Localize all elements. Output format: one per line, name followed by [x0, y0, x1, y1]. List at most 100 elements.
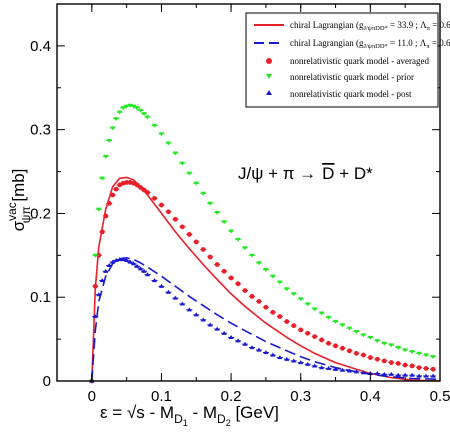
series-4-point [151, 278, 158, 283]
series-3-point [395, 345, 401, 350]
series-4-point [402, 372, 408, 377]
legend-label-0: chiral Lagrangian (gJ/ψπDD* = 33.9 ; Λπ … [290, 20, 450, 32]
series-4-point [360, 370, 366, 375]
series-2-point [124, 180, 130, 185]
series-4-point [263, 350, 269, 355]
series-3-point [131, 104, 137, 109]
series-2-point [103, 213, 109, 219]
legend-label-1: chiral Lagrangian (gJ/ψπDD* = 11.0 ; Λπ … [290, 38, 450, 50]
series-3-point [332, 319, 339, 324]
series-4-point [144, 272, 151, 277]
series-4-point [423, 373, 429, 378]
series-4-point [200, 317, 206, 322]
series-4-point [158, 283, 165, 288]
series-4-point [235, 338, 241, 343]
x-axis-title-sub1: D [174, 412, 183, 426]
y-tick-label: 0.1 [30, 289, 51, 306]
x-axis-title-mid: - M [188, 403, 217, 422]
series-4-point [298, 360, 304, 365]
series-4-point [381, 371, 387, 376]
series-2-point [312, 334, 318, 339]
series-3-point [120, 106, 126, 111]
series-4-point [249, 345, 255, 350]
reaction-lhs: J/ψ + π → [238, 164, 316, 183]
series-3-point [151, 123, 158, 128]
series-2-point [319, 337, 325, 343]
series-4-point [277, 355, 283, 360]
series-4-point [242, 341, 248, 346]
series-3-point [277, 280, 283, 285]
legend-1-sub2: π [426, 43, 430, 50]
series-3-point [172, 151, 178, 156]
series-3-point [367, 335, 373, 340]
series-3-point [235, 237, 241, 242]
series-3-point [158, 132, 165, 137]
x-axis-title: ε = √s - MD1 - MD2 [GeV] [100, 403, 279, 428]
series-2-point [221, 268, 227, 274]
series-3-point [106, 138, 112, 143]
series-4-point [325, 366, 332, 371]
series-3-point [374, 339, 380, 344]
series-3-point [242, 246, 248, 251]
series-2-point [340, 345, 345, 351]
series-3-point [110, 126, 116, 131]
series-2-point [228, 275, 234, 281]
series-4-point [270, 352, 276, 357]
x-axis-title-unit: [GeV] [231, 403, 279, 422]
series-3-point [99, 176, 105, 181]
series-3-point [430, 355, 436, 360]
series-3-point [221, 220, 227, 225]
series-4-point [110, 259, 116, 264]
series-4-point [193, 312, 199, 317]
series-2-point [395, 361, 401, 366]
series-4-point [256, 347, 262, 352]
x-tick-label: 0 [88, 388, 96, 405]
series-3-point [186, 171, 192, 176]
series-4-point [124, 257, 130, 262]
legend-1-mid: = 11.0 ; Λ [388, 38, 427, 48]
y-tick-label: 0 [43, 373, 51, 390]
plot-frame [56, 3, 441, 382]
series-3-point [113, 117, 119, 122]
x-tick-label: 0.2 [221, 388, 242, 405]
series-3-point [402, 348, 408, 353]
legend-label-4: nonrelativistic quark model - post [290, 89, 412, 99]
legend-box [245, 12, 439, 108]
series-2-point [423, 366, 429, 371]
x-tick-label: 0.1 [151, 388, 172, 405]
series-3-point [207, 201, 213, 206]
series-3-point [388, 343, 394, 348]
legend-1-main: chiral Lagrangian (g [290, 38, 364, 48]
series-3-point [360, 333, 366, 338]
x-tick-label: 0.3 [290, 388, 311, 405]
series-3-point [416, 351, 422, 356]
legend-0-main: chiral Lagrangian (g [290, 20, 364, 30]
series-4-point [106, 262, 112, 267]
series-4-point [141, 268, 147, 273]
series-2-point [138, 185, 143, 190]
series-2-point [99, 229, 105, 235]
series-4-point [207, 322, 213, 327]
series-2-point [110, 192, 116, 198]
series-3-point [325, 315, 332, 320]
y-tick-label: 0.2 [30, 205, 51, 222]
y-tick-label: 0.3 [30, 122, 51, 139]
y-axis-title-sub: ψπ [19, 206, 33, 223]
series-4-point [96, 292, 102, 297]
series-2-point [159, 202, 164, 208]
series-3-point [312, 307, 318, 312]
legend-0-mid: = 33.9 ; Λ [388, 20, 427, 30]
series-2-point [409, 363, 415, 369]
x-axis-title-sub2: D [217, 412, 226, 426]
series-4-point [221, 330, 227, 335]
series-2-point [214, 262, 220, 267]
series-3-point [92, 253, 98, 258]
series-2-point [416, 365, 422, 370]
series-3-point [165, 141, 172, 146]
series-3-point [291, 292, 297, 297]
series-4-point [346, 368, 353, 373]
series-4-point [409, 372, 415, 377]
y-axis-title-unit: [mb] [9, 169, 28, 207]
series-3-point [381, 341, 387, 346]
